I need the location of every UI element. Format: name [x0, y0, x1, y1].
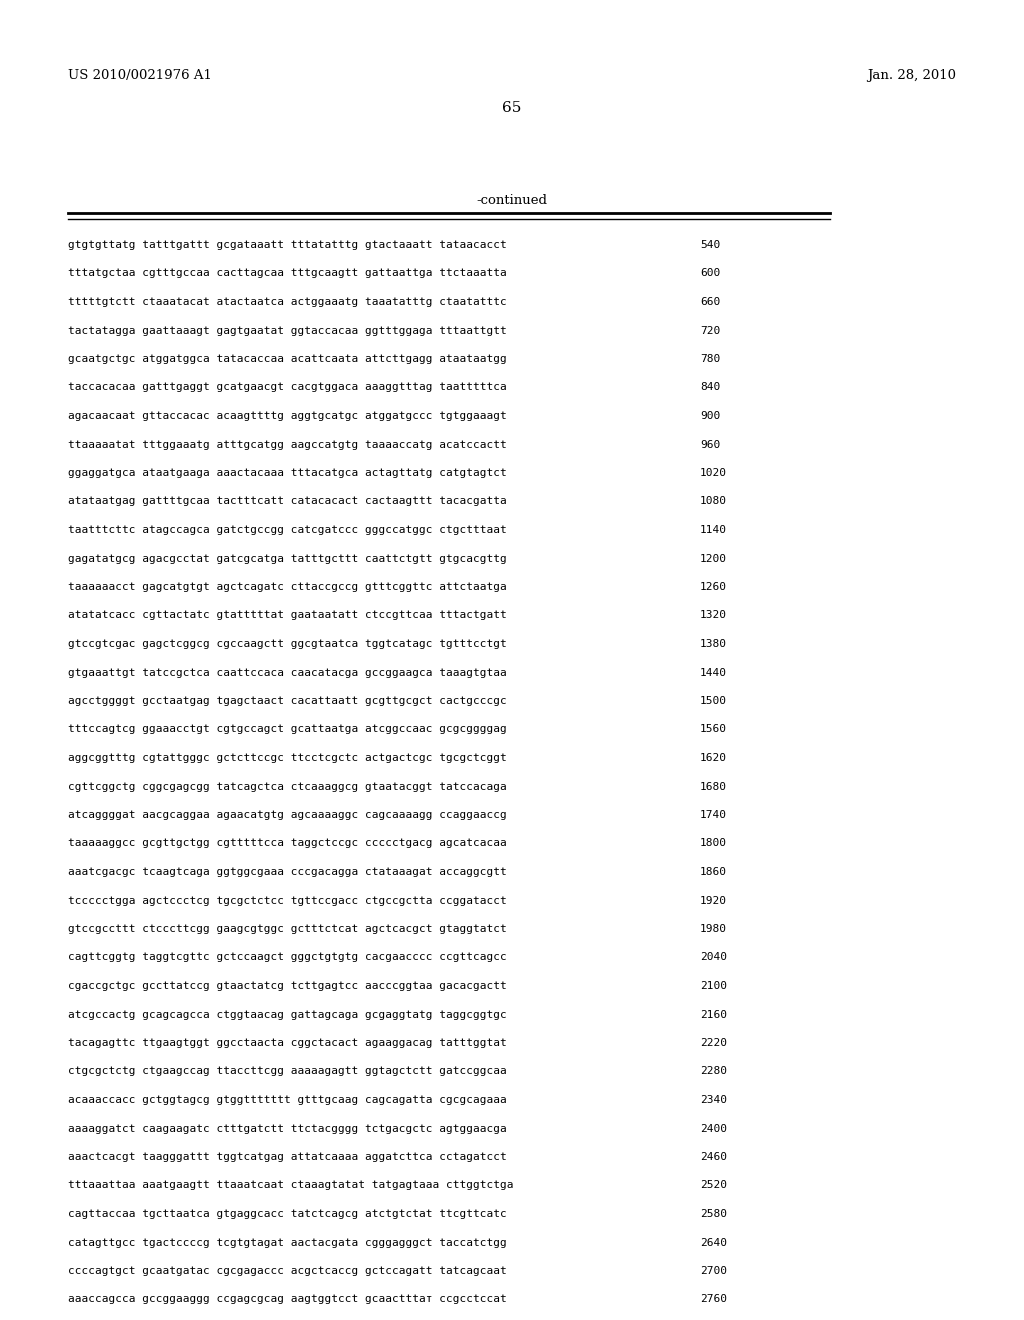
Text: taccacacaa gatttgaggt gcatgaacgt cacgtggaca aaaggtttag taatttttca: taccacacaa gatttgaggt gcatgaacgt cacgtgg…: [68, 383, 507, 392]
Text: 960: 960: [700, 440, 720, 450]
Text: ttaaaaatat tttggaaatg atttgcatgg aagccatgtg taaaaccatg acatccactt: ttaaaaatat tttggaaatg atttgcatgg aagccat…: [68, 440, 507, 450]
Text: cagttcggtg taggtcgttc gctccaagct gggctgtgtg cacgaacccc ccgttcagcc: cagttcggtg taggtcgttc gctccaagct gggctgt…: [68, 953, 507, 962]
Text: atataatgag gattttgcaa tactttcatt catacacact cactaagttt tacacgatta: atataatgag gattttgcaa tactttcatt catacac…: [68, 496, 507, 507]
Text: cgttcggctg cggcgagcgg tatcagctca ctcaaaggcg gtaatacggt tatccacaga: cgttcggctg cggcgagcgg tatcagctca ctcaaag…: [68, 781, 507, 792]
Text: -continued: -continued: [476, 194, 548, 206]
Text: 2100: 2100: [700, 981, 727, 991]
Text: ctgcgctctg ctgaagccag ttaccttcgg aaaaagagtt ggtagctctt gatccggcaa: ctgcgctctg ctgaagccag ttaccttcgg aaaaaga…: [68, 1067, 507, 1077]
Text: 1080: 1080: [700, 496, 727, 507]
Text: aaactcacgt taagggattt tggtcatgag attatcaaaa aggatcttca cctagatcct: aaactcacgt taagggattt tggtcatgag attatca…: [68, 1152, 507, 1162]
Text: catagttgcc tgactccccg tcgtgtagat aactacgata cgggagggct taccatctgg: catagttgcc tgactccccg tcgtgtagat aactacg…: [68, 1238, 507, 1247]
Text: 1140: 1140: [700, 525, 727, 535]
Text: taatttcttc atagccagca gatctgccgg catcgatccc gggccatggc ctgctttaat: taatttcttc atagccagca gatctgccgg catcgat…: [68, 525, 507, 535]
Text: 2340: 2340: [700, 1096, 727, 1105]
Text: atatatcacc cgttactatc gtatttttat gaataatatt ctccgttcaa tttactgatt: atatatcacc cgttactatc gtatttttat gaataat…: [68, 610, 507, 620]
Text: US 2010/0021976 A1: US 2010/0021976 A1: [68, 69, 212, 82]
Text: cagttaccaa tgcttaatca gtgaggcacc tatctcagcg atctgtctat ttcgttcatc: cagttaccaa tgcttaatca gtgaggcacc tatctca…: [68, 1209, 507, 1218]
Text: 1800: 1800: [700, 838, 727, 849]
Text: 2700: 2700: [700, 1266, 727, 1276]
Text: 2160: 2160: [700, 1010, 727, 1019]
Text: 540: 540: [700, 240, 720, 249]
Text: 1740: 1740: [700, 810, 727, 820]
Text: atcaggggat aacgcaggaa agaacatgtg agcaaaaggc cagcaaaagg ccaggaaccg: atcaggggat aacgcaggaa agaacatgtg agcaaaa…: [68, 810, 507, 820]
Text: tactatagga gaattaaagt gagtgaatat ggtaccacaa ggtttggaga tttaattgtt: tactatagga gaattaaagt gagtgaatat ggtacca…: [68, 326, 507, 335]
Text: 1380: 1380: [700, 639, 727, 649]
Text: gtgaaattgt tatccgctca caattccaca caacatacga gccggaagca taaagtgtaa: gtgaaattgt tatccgctca caattccaca caacata…: [68, 668, 507, 677]
Text: gtccgccttt ctcccttcgg gaagcgtggc gctttctcat agctcacgct gtaggtatct: gtccgccttt ctcccttcgg gaagcgtggc gctttct…: [68, 924, 507, 935]
Text: tttccagtcg ggaaacctgt cgtgccagct gcattaatga atcggccaac gcgcggggag: tttccagtcg ggaaacctgt cgtgccagct gcattaa…: [68, 725, 507, 734]
Text: acaaaccacc gctggtagcg gtggttttttt gtttgcaag cagcagatta cgcgcagaaa: acaaaccacc gctggtagcg gtggttttttt gtttgc…: [68, 1096, 507, 1105]
Text: cgaccgctgc gccttatccg gtaactatcg tcttgagtcc aacccggtaa gacacgactt: cgaccgctgc gccttatccg gtaactatcg tcttgag…: [68, 981, 507, 991]
Text: atcgccactg gcagcagcca ctggtaacag gattagcaga gcgaggtatg taggcggtgc: atcgccactg gcagcagcca ctggtaacag gattagc…: [68, 1010, 507, 1019]
Text: 1260: 1260: [700, 582, 727, 591]
Text: aaaaggatct caagaagatc ctttgatctt ttctacgggg tctgacgctc agtggaacga: aaaaggatct caagaagatc ctttgatctt ttctacg…: [68, 1123, 507, 1134]
Text: tttatgctaa cgtttgccaa cacttagcaa tttgcaagtt gattaattga ttctaaatta: tttatgctaa cgtttgccaa cacttagcaa tttgcaa…: [68, 268, 507, 279]
Text: 1560: 1560: [700, 725, 727, 734]
Text: 720: 720: [700, 326, 720, 335]
Text: 2640: 2640: [700, 1238, 727, 1247]
Text: gtccgtcgac gagctcggcg cgccaagctt ggcgtaatca tggtcatagc tgtttcctgt: gtccgtcgac gagctcggcg cgccaagctt ggcgtaa…: [68, 639, 507, 649]
Text: 2580: 2580: [700, 1209, 727, 1218]
Text: 2280: 2280: [700, 1067, 727, 1077]
Text: 1920: 1920: [700, 895, 727, 906]
Text: 1500: 1500: [700, 696, 727, 706]
Text: aaatcgacgc tcaagtcaga ggtggcgaaa cccgacagga ctataaagat accaggcgtt: aaatcgacgc tcaagtcaga ggtggcgaaa cccgaca…: [68, 867, 507, 876]
Text: 600: 600: [700, 268, 720, 279]
Text: agacaacaat gttaccacac acaagttttg aggtgcatgc atggatgccc tgtggaaagt: agacaacaat gttaccacac acaagttttg aggtgca…: [68, 411, 507, 421]
Text: 2760: 2760: [700, 1295, 727, 1304]
Text: taaaaaacct gagcatgtgt agctcagatc cttaccgccg gtttcggttc attctaatga: taaaaaacct gagcatgtgt agctcagatc cttaccg…: [68, 582, 507, 591]
Text: agcctggggt gcctaatgag tgagctaact cacattaatt gcgttgcgct cactgcccgc: agcctggggt gcctaatgag tgagctaact cacatta…: [68, 696, 507, 706]
Text: 65: 65: [503, 102, 521, 115]
Text: gtgtgttatg tatttgattt gcgataaatt tttatatttg gtactaaatt tataacacct: gtgtgttatg tatttgattt gcgataaatt tttatat…: [68, 240, 507, 249]
Text: Jan. 28, 2010: Jan. 28, 2010: [867, 69, 956, 82]
Text: 2520: 2520: [700, 1180, 727, 1191]
Text: 2400: 2400: [700, 1123, 727, 1134]
Text: gagatatgcg agacgcctat gatcgcatga tatttgcttt caattctgtt gtgcacgttg: gagatatgcg agacgcctat gatcgcatga tatttgc…: [68, 553, 507, 564]
Text: 1980: 1980: [700, 924, 727, 935]
Text: 1860: 1860: [700, 867, 727, 876]
Text: taaaaaggcc gcgttgctgg cgtttttcca taggctccgc ccccctgacg agcatcacaa: taaaaaggcc gcgttgctgg cgtttttcca taggctc…: [68, 838, 507, 849]
Text: 1620: 1620: [700, 752, 727, 763]
Text: tccccctgga agctccctcg tgcgctctcc tgttccgacc ctgccgctta ccggatacct: tccccctgga agctccctcg tgcgctctcc tgttccg…: [68, 895, 507, 906]
Text: 1320: 1320: [700, 610, 727, 620]
Text: 780: 780: [700, 354, 720, 364]
Text: aggcggtttg cgtattgggc gctcttccgc ttcctcgctc actgactcgc tgcgctcggt: aggcggtttg cgtattgggc gctcttccgc ttcctcg…: [68, 752, 507, 763]
Text: 900: 900: [700, 411, 720, 421]
Text: 1440: 1440: [700, 668, 727, 677]
Text: tttaaattaa aaatgaagtt ttaaatcaat ctaaagtatat tatgagtaaa cttggtctga: tttaaattaa aaatgaagtt ttaaatcaat ctaaagt…: [68, 1180, 513, 1191]
Text: ccccagtgct gcaatgatac cgcgagaccc acgctcaccg gctccagatt tatcagcaat: ccccagtgct gcaatgatac cgcgagaccc acgctca…: [68, 1266, 507, 1276]
Text: 2220: 2220: [700, 1038, 727, 1048]
Text: tacagagttc ttgaagtggt ggcctaacta cggctacact agaaggacag tatttggtat: tacagagttc ttgaagtggt ggcctaacta cggctac…: [68, 1038, 507, 1048]
Text: 1680: 1680: [700, 781, 727, 792]
Text: gcaatgctgc atggatggca tatacaccaa acattcaata attcttgagg ataataatgg: gcaatgctgc atggatggca tatacaccaa acattca…: [68, 354, 507, 364]
Text: 660: 660: [700, 297, 720, 308]
Text: ggaggatgca ataatgaaga aaactacaaa tttacatgca actagttatg catgtagtct: ggaggatgca ataatgaaga aaactacaaa tttacat…: [68, 469, 507, 478]
Text: 2040: 2040: [700, 953, 727, 962]
Text: 840: 840: [700, 383, 720, 392]
Text: aaaccagcca gccggaaggg ccgagcgcag aagtggtcct gcaactttат ccgcctccat: aaaccagcca gccggaaggg ccgagcgcag aagtggt…: [68, 1295, 507, 1304]
Text: 2460: 2460: [700, 1152, 727, 1162]
Text: tttttgtctt ctaaatacat atactaatca actggaaatg taaatatttg ctaatatttc: tttttgtctt ctaaatacat atactaatca actggaa…: [68, 297, 507, 308]
Text: 1020: 1020: [700, 469, 727, 478]
Text: 1200: 1200: [700, 553, 727, 564]
